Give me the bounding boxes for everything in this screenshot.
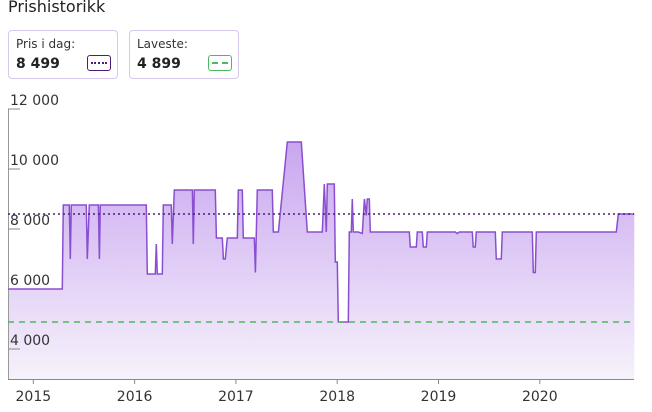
x-tick-label: 2019	[421, 389, 457, 405]
area	[8, 142, 635, 379]
y-tick-label: 6 000	[10, 273, 50, 289]
legend-card: Laveste: 4 899	[129, 30, 239, 79]
x-tick-label: 2020	[522, 389, 558, 405]
x-tick-label: 2018	[319, 389, 355, 405]
legend-card: Pris i dag: 8 499	[8, 30, 118, 79]
y-tick-label: 4 000	[10, 333, 50, 349]
legend-label: Pris i dag:	[16, 37, 76, 51]
legend-value: 8 499	[16, 56, 60, 72]
legend-label: Laveste:	[137, 37, 188, 51]
legend-swatch	[87, 55, 111, 71]
chart-title: Prishistorikk	[8, 0, 106, 16]
y-tick-label: 8 000	[10, 213, 50, 229]
y-tick-label: 10 000	[10, 153, 59, 169]
x-tick-label: 2017	[218, 389, 254, 405]
x-tick-label: 2015	[16, 389, 52, 405]
x-tick-label: 2016	[117, 389, 153, 405]
legend-swatch	[208, 55, 232, 71]
legend-value: 4 899	[137, 56, 181, 72]
price-line	[8, 141, 635, 323]
y-tick-label: 12 000	[10, 93, 59, 109]
